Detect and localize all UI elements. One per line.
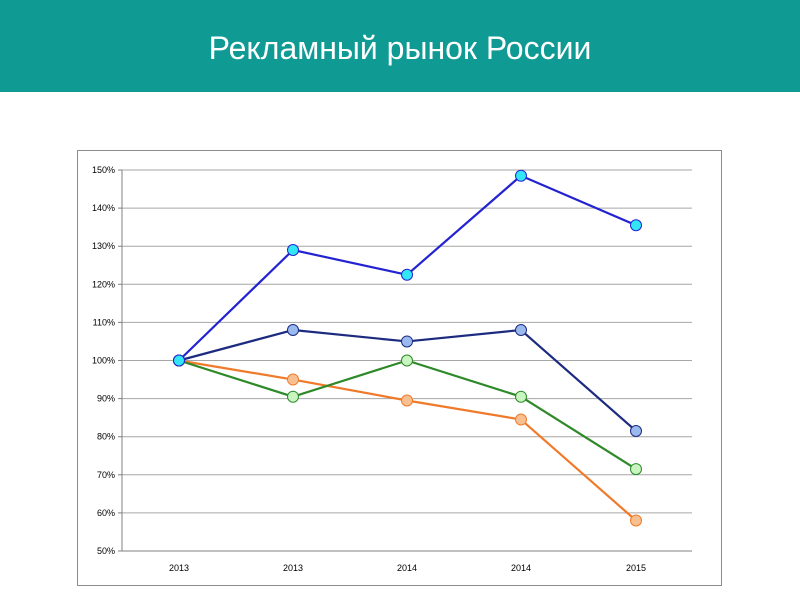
series-line (178, 359, 637, 471)
data-point (401, 354, 413, 367)
data-point (287, 324, 299, 337)
data-point (515, 390, 527, 403)
title-bar: Рекламный рынок России (0, 0, 800, 92)
series-line (178, 359, 637, 522)
y-tick-label: 90% (97, 394, 115, 404)
data-point (630, 219, 642, 232)
slide-title: Рекламный рынок России (208, 30, 592, 66)
data-point (401, 394, 413, 407)
data-point (287, 244, 299, 257)
y-tick-label: 130% (92, 241, 115, 251)
y-tick-label: 120% (92, 279, 115, 289)
data-point (515, 324, 527, 337)
y-tick-label: 140% (92, 203, 115, 213)
x-tick-label: 2013 (283, 563, 303, 573)
y-tick-label: 150% (92, 165, 115, 175)
data-point (401, 268, 413, 281)
y-tick-label: 60% (97, 508, 115, 518)
data-point (515, 413, 527, 426)
x-tick-label: 2013 (169, 563, 189, 573)
data-point (630, 514, 642, 527)
data-point (515, 169, 527, 182)
y-tick-label: 80% (97, 432, 115, 442)
data-point (287, 373, 299, 386)
data-point (630, 463, 642, 476)
y-tick-label: 110% (93, 317, 115, 327)
x-tick-label: 2014 (511, 563, 531, 573)
x-tick-label: 2014 (397, 563, 417, 573)
data-point (287, 390, 299, 403)
x-tick-label: 2015 (626, 563, 646, 573)
y-tick-label: 50% (97, 546, 115, 556)
data-point (173, 354, 185, 367)
data-point (630, 424, 642, 437)
series-line (178, 174, 637, 362)
data-point (401, 335, 413, 348)
y-tick-label: 70% (97, 470, 115, 480)
y-tick-label: 100% (92, 356, 115, 366)
